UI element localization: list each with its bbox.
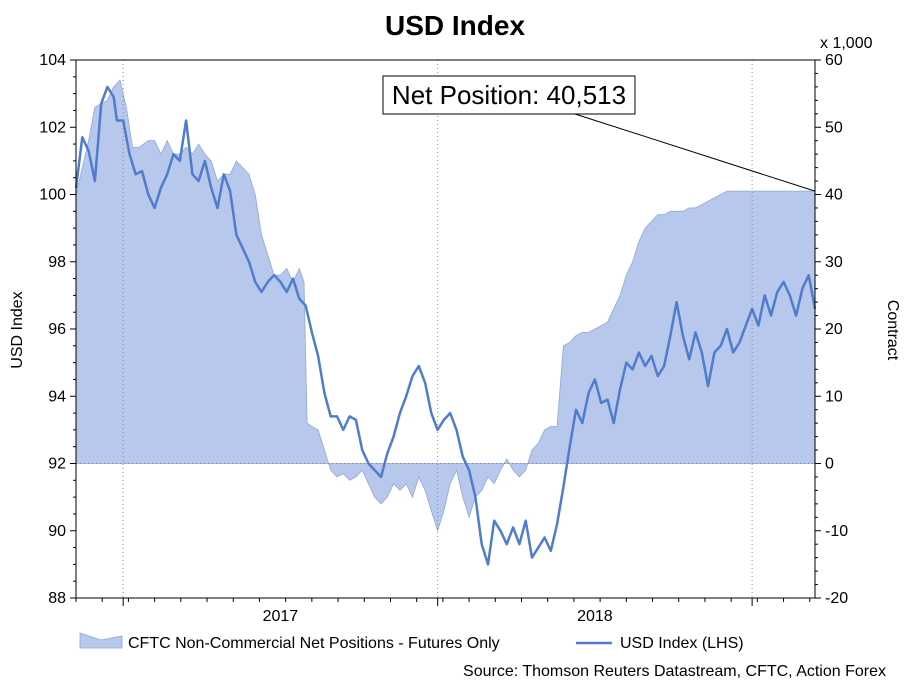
usd-index-line (74, 85, 817, 566)
left-axis-label: USD Index (9, 291, 26, 368)
left-tick-label-100: 100 (39, 187, 66, 204)
right-tick-label-20: 20 (825, 321, 843, 338)
right-tick-label-60: 60 (825, 52, 843, 69)
bottom-axis: 2017 2018 (75, 598, 811, 625)
right-tick-label-50: 50 (825, 119, 843, 136)
legend-label-cftc: CFTC Non-Commercial Net Positions - Futu… (128, 635, 500, 652)
plot-area (74, 59, 817, 599)
right-tick-label--10: -10 (825, 523, 848, 540)
left-tick-label-96: 96 (48, 321, 66, 338)
left-tick-label-104: 104 (39, 52, 66, 69)
callout-box (382, 75, 636, 115)
right-tick-label-30: 30 (825, 254, 843, 271)
right-tick-label--20: -20 (825, 590, 848, 607)
usd-index-line-layer (74, 85, 817, 566)
source-note: Source: Thomson Reuters Datastream, CFTC… (463, 663, 886, 680)
legend-label-usd-index: USD Index (LHS) (620, 635, 744, 652)
legend-area-swatch (79, 632, 123, 649)
cftc-area-path (75, 79, 816, 533)
right-axis-unit: x 1,000 (820, 35, 873, 52)
callout-text: Net Position: 40,513 (392, 80, 626, 110)
left-tick-label-90: 90 (48, 523, 66, 540)
cftc-net-positions-area (75, 79, 816, 533)
right-tick-label-10: 10 (825, 388, 843, 405)
left-tick-label-102: 102 (39, 119, 66, 136)
left-tick-label-98: 98 (48, 254, 66, 271)
left-tick-label-92: 92 (48, 456, 66, 473)
x-tick-label-2018: 2018 (577, 608, 613, 625)
chart-title: USD Index (385, 10, 525, 41)
left-tick-label-88: 88 (48, 590, 66, 607)
left-tick-label-94: 94 (48, 388, 66, 405)
legend-item-usd-index: USD Index (LHS) (576, 635, 744, 652)
right-axis: -20 -10 0 10 20 30 40 50 60 (815, 52, 848, 607)
right-tick-label-0: 0 (825, 456, 834, 473)
right-tick-label-40: 40 (825, 187, 843, 204)
callout-leader-line (574, 113, 816, 192)
legend-item-cftc: CFTC Non-Commercial Net Positions - Futu… (79, 632, 500, 652)
legend: CFTC Non-Commercial Net Positions - Futu… (79, 632, 744, 652)
right-axis-label: Contract (884, 300, 901, 361)
left-axis: 88 90 92 94 96 98 100 102 104 (39, 52, 76, 607)
x-tick-label-2017: 2017 (263, 608, 299, 625)
grid-lines (76, 60, 815, 598)
net-position-callout: Net Position: 40,513 (382, 75, 816, 192)
